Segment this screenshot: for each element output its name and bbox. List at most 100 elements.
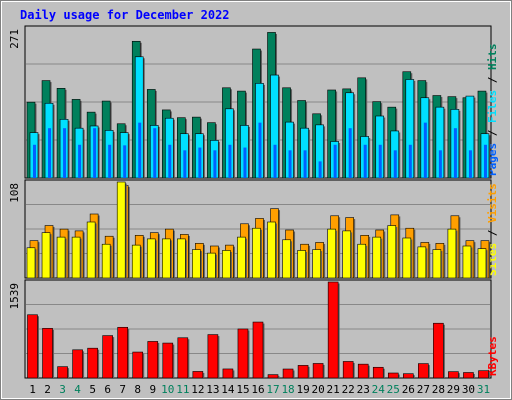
bar-kbytes-day-24 [372,366,384,379]
bar-pages-day-26 [408,144,412,178]
x-tick-label-day-3: 3 [59,383,66,396]
bar-sites-day-16 [252,227,261,279]
bar-kbytes-day-23 [357,363,369,379]
bar-pages-day-5 [93,128,97,178]
bar-sites-day-24 [372,236,382,279]
x-tick-label-day-21: 21 [327,383,340,396]
bar-pages-day-16 [258,122,262,178]
chart-title: Daily usage for December 2022 [20,8,230,22]
bar-pages-day-28 [438,150,442,178]
bar-kbytes-day-2 [42,328,53,379]
legend-separator: / [486,223,499,243]
x-tick-label-day-6: 6 [104,383,111,396]
x-tick-label-day-10: 10 [161,383,174,396]
x-tick-label-day-7: 7 [119,383,126,396]
bar-kbytes-day-13 [207,334,219,379]
bar-sites-day-3 [56,236,66,279]
bar-sites-day-28 [432,249,442,279]
legend-entry-visits: Visits [486,183,499,223]
bar-kbytes-day-21 [327,281,339,379]
x-tick-label-day-23: 23 [357,383,370,396]
bar-kbytes-day-30 [463,372,474,379]
bar-kbytes-day-26 [403,373,414,379]
x-tick-label-day-12: 12 [191,383,204,396]
x-tick-label-day-15: 15 [236,383,249,396]
bar-pages-day-25 [393,150,397,178]
bar-pages-day-6 [108,144,112,178]
x-tick-label-day-13: 13 [206,383,219,396]
bar-sites-day-20 [312,249,321,279]
bar-pages-day-17 [273,144,277,178]
bar-sites-day-30 [462,245,472,279]
bar-pages-day-15 [243,147,247,178]
bar-sites-day-10 [161,238,171,279]
bar-kbytes-day-12 [192,371,204,379]
bar-kbytes-day-8 [132,351,144,379]
x-tick-label-day-22: 22 [342,383,355,396]
bar-kbytes-day-18 [282,368,294,379]
bar-pages-day-4 [78,144,82,178]
legend-entry-kbytes: KBytes [486,336,499,376]
bar-sites-day-4 [71,236,81,279]
bar-pages-day-12 [198,147,202,178]
x-tick-label-day-8: 8 [134,383,141,396]
bar-pages-day-10 [168,144,172,178]
x-tick-label-day-5: 5 [89,383,96,396]
bar-sites-day-7 [116,181,126,279]
x-tick-label-day-30: 30 [462,383,475,396]
bar-sites-day-1 [26,247,36,279]
bar-kbytes-day-6 [102,335,113,379]
x-tick-label-day-31: 31 [477,383,490,396]
bar-sites-day-2 [41,232,51,279]
bar-sites-day-23 [357,243,367,279]
bar-pages-day-20 [318,161,322,178]
bar-sites-day-29 [447,228,457,279]
legend-mid: Sites / Visits [486,183,499,276]
bar-kbytes-day-15 [237,328,249,379]
axis-max-label-mid: 108 [8,183,21,203]
bar-pages-day-9 [153,128,157,178]
bar-sites-day-15 [237,236,246,279]
bar-sites-day-31 [477,248,487,279]
bar-kbytes-day-9 [147,341,159,379]
bar-kbytes-day-1 [27,314,38,379]
bar-pages-day-21 [333,144,337,178]
bar-kbytes-day-14 [222,368,234,379]
x-tick-label-day-18: 18 [281,383,294,396]
x-tick-label-day-26: 26 [402,383,415,396]
x-tick-label-day-29: 29 [447,383,460,396]
axis-max-label-top: 271 [8,29,21,49]
bar-pages-day-24 [378,144,382,178]
bar-pages-day-27 [423,122,427,178]
x-tick-label-day-20: 20 [312,383,325,396]
bar-kbytes-day-7 [117,326,128,379]
bar-kbytes-day-19 [297,365,309,379]
bar-sites-day-5 [86,221,96,279]
bar-kbytes-day-5 [87,347,98,379]
bar-sites-day-6 [101,243,111,279]
bar-kbytes-day-4 [72,349,83,379]
x-tick-label-day-27: 27 [417,383,430,396]
bar-sites-day-13 [207,252,216,279]
x-tick-label-day-11: 11 [176,383,189,396]
x-tick-label-day-1: 1 [29,383,36,396]
bar-pages-day-13 [213,150,217,178]
bar-sites-day-19 [297,250,306,279]
bar-kbytes-day-31 [478,370,489,379]
bar-sites-day-25 [387,225,397,279]
bar-pages-day-11 [183,150,187,178]
bar-pages-day-18 [288,150,292,178]
bar-kbytes-day-22 [342,361,354,379]
bar-pages-day-30 [468,150,472,178]
bar-kbytes-day-29 [448,371,459,379]
bar-sites-day-12 [192,249,201,279]
bar-sites-day-11 [177,238,186,279]
legend-bot: KBytes [486,336,499,376]
bar-pages-day-1 [33,144,36,178]
bar-sites-day-9 [146,238,156,279]
bar-sites-day-8 [131,244,141,279]
bar-sites-day-27 [417,246,427,279]
